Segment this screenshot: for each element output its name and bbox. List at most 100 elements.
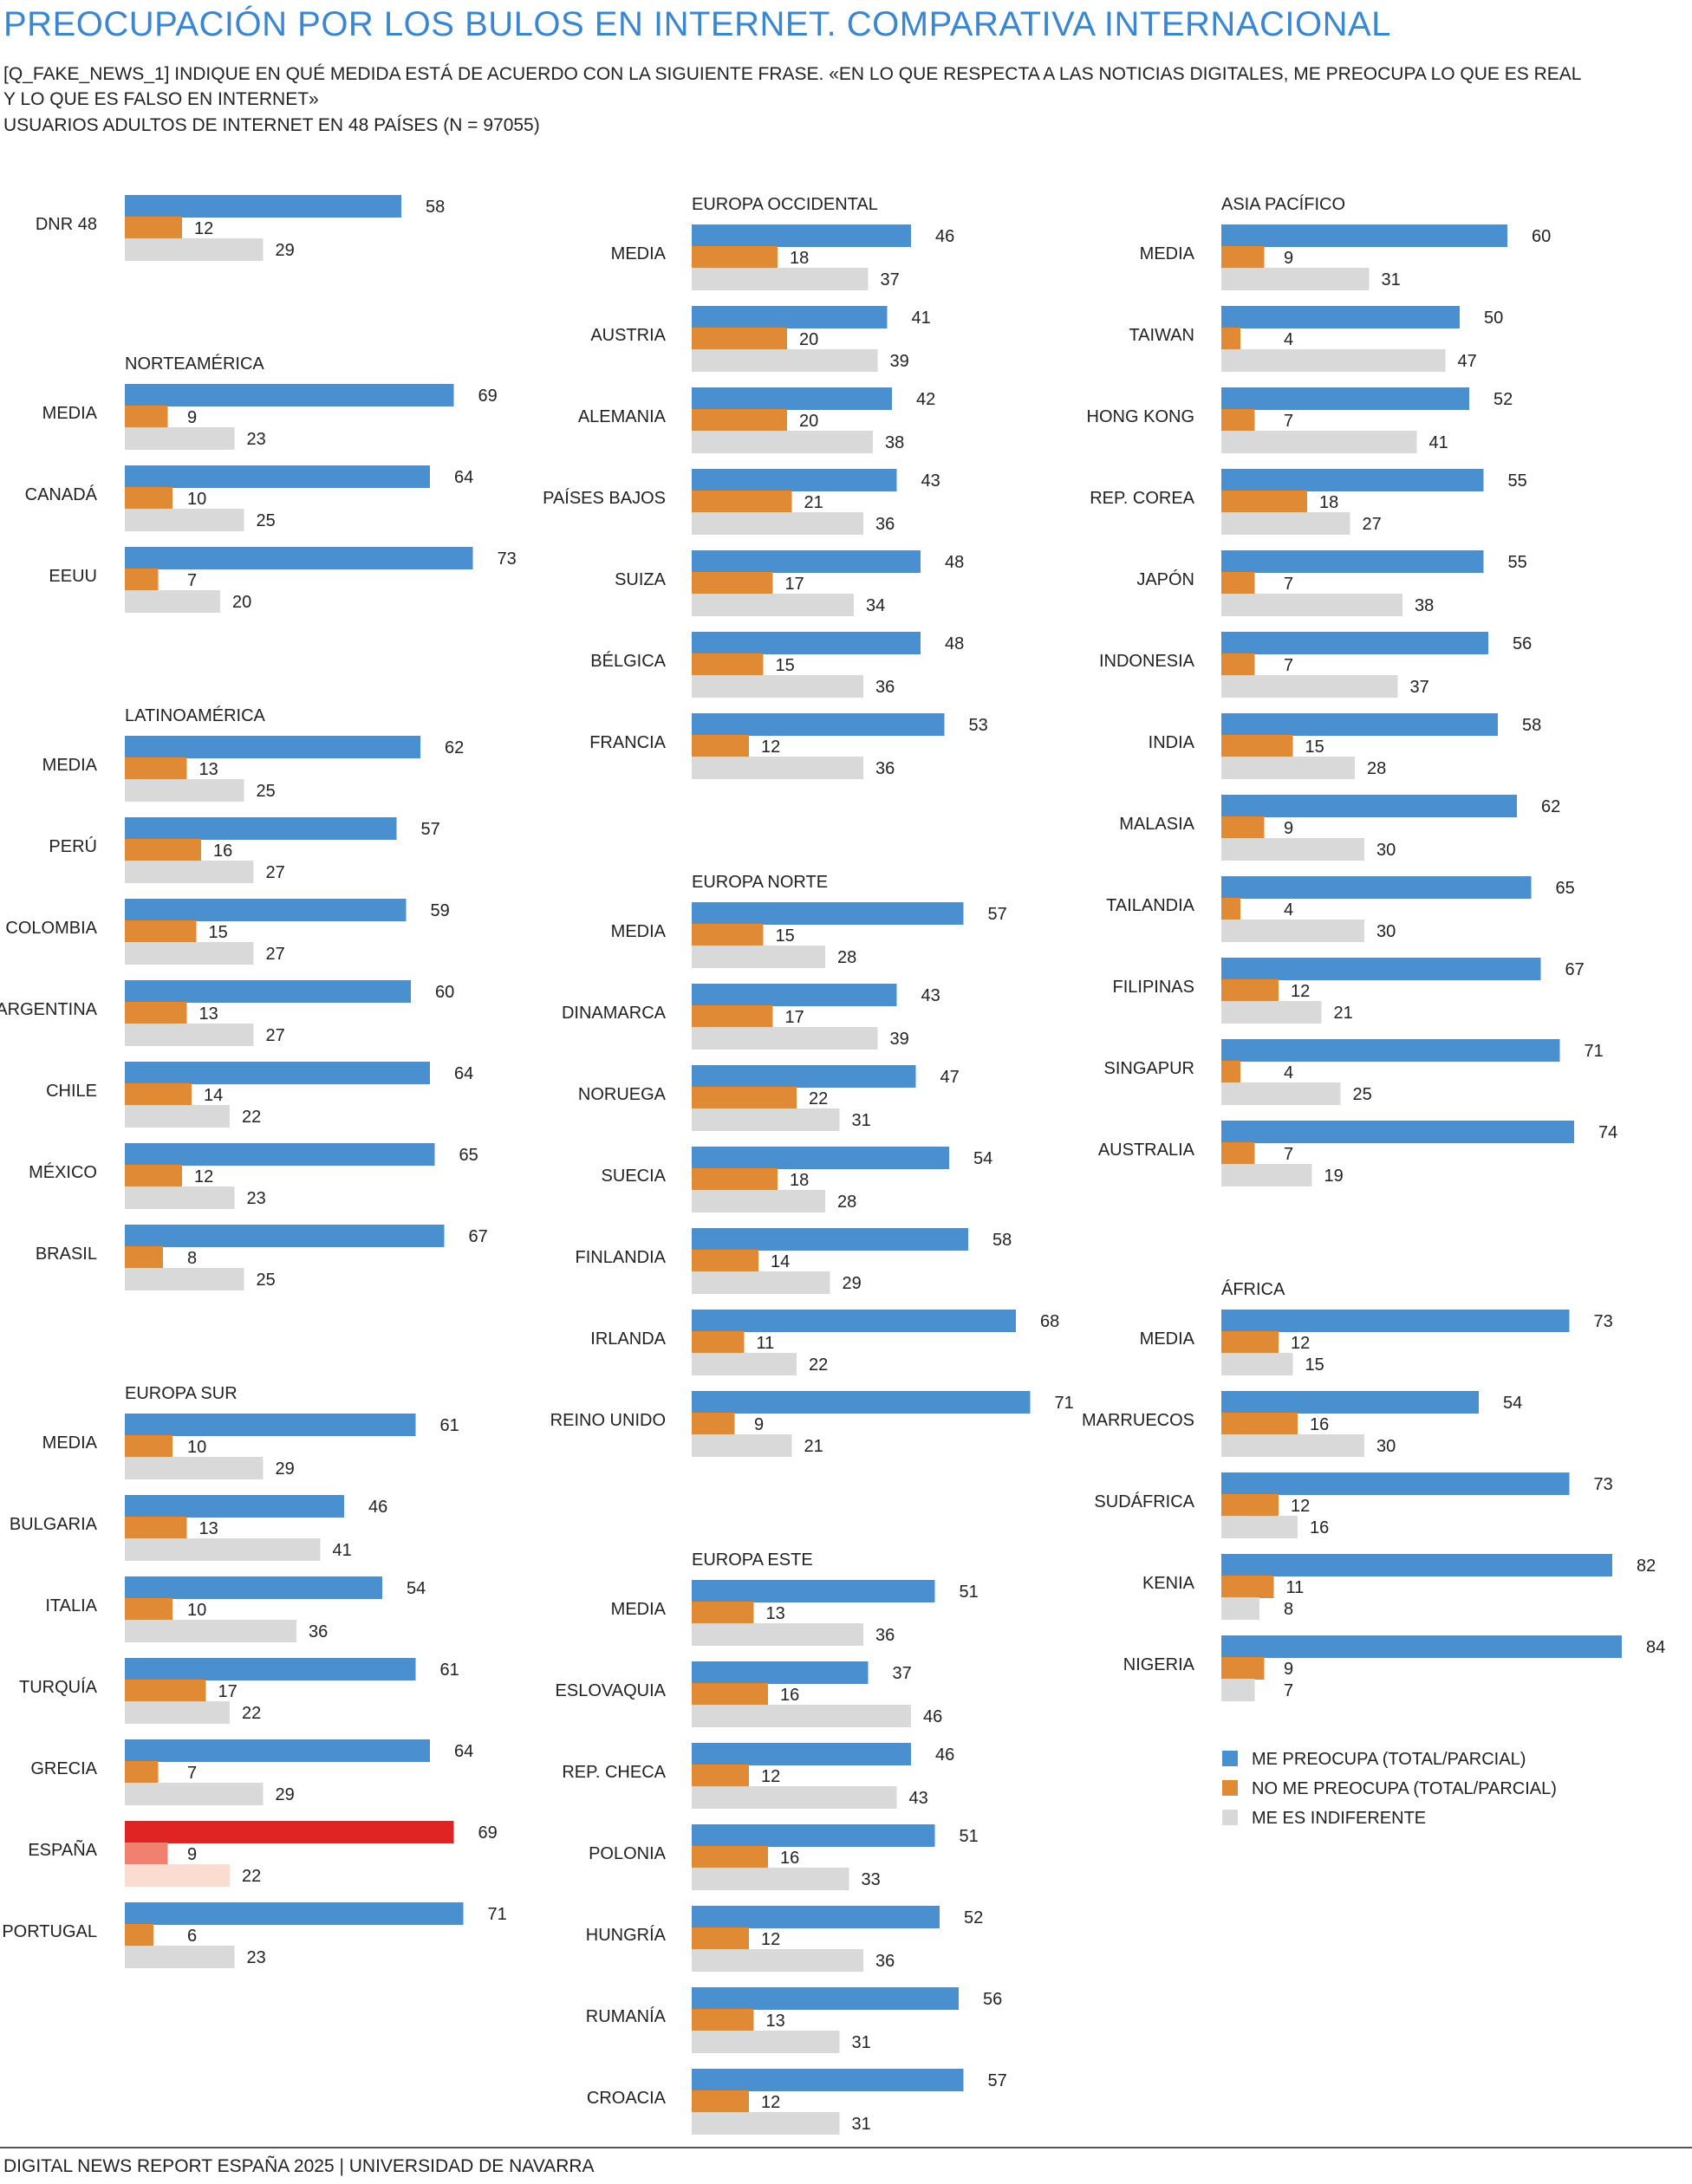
bar-not-concerned	[692, 1005, 773, 1028]
value-label-not-concerned: 7	[1284, 575, 1293, 594]
value-label-not-concerned: 20	[799, 412, 818, 431]
category-label: INDIA	[1149, 733, 1195, 752]
legend-swatch-concerned	[1222, 1751, 1238, 1766]
bar-not-concerned	[125, 1761, 159, 1784]
value-label-not-concerned: 16	[780, 1849, 799, 1868]
value-label-not-concerned: 6	[187, 1927, 197, 1946]
bar-concerned	[1221, 713, 1498, 736]
value-label-concerned: 58	[1522, 716, 1541, 735]
bar-not-concerned	[1221, 735, 1293, 757]
bar-indifferent	[692, 757, 863, 779]
bar-indifferent	[125, 1105, 230, 1128]
legend-label-concerned: ME PREOCUPA (TOTAL/PARCIAL)	[1252, 1750, 1526, 1769]
value-label-not-concerned: 13	[199, 760, 218, 779]
value-label-not-concerned: 9	[1284, 249, 1293, 268]
bar-not-concerned	[1221, 816, 1265, 839]
value-label-concerned: 51	[960, 1583, 979, 1602]
value-label-indifferent: 29	[843, 1274, 862, 1293]
category-label: RUMANÍA	[586, 2006, 667, 2026]
value-label-indifferent: 21	[1334, 1004, 1353, 1023]
value-label-indifferent: 43	[909, 1789, 928, 1808]
value-label-concerned: 65	[459, 1146, 478, 1165]
value-label-not-concerned: 4	[1284, 1063, 1293, 1082]
value-label-indifferent: 34	[866, 596, 885, 615]
value-label-not-concerned: 11	[1286, 1578, 1305, 1597]
value-label-not-concerned: 14	[771, 1252, 790, 1271]
bar-concerned	[125, 817, 397, 840]
category-label: ITALIA	[45, 1596, 97, 1615]
value-label-indifferent: 16	[1310, 1518, 1329, 1537]
bar-not-concerned	[692, 1846, 768, 1869]
value-label-not-concerned: 17	[218, 1682, 238, 1701]
bar-concerned	[1221, 1391, 1479, 1414]
category-label: BÉLGICA	[590, 651, 666, 671]
group-heading-latinoamerica: LATINOAMÉRICA	[125, 705, 266, 725]
value-label-indifferent: 22	[242, 1108, 261, 1127]
value-label-indifferent: 30	[1376, 1437, 1396, 1456]
bar-indifferent	[692, 1353, 797, 1375]
bar-concerned	[1221, 1554, 1612, 1576]
bar-concerned	[125, 1225, 445, 1247]
bar-indifferent	[1221, 1516, 1298, 1538]
value-label-not-concerned: 4	[1284, 330, 1293, 349]
bar-concerned	[125, 465, 430, 488]
category-label: FRANCIA	[589, 733, 666, 752]
category-label: GRECIA	[30, 1759, 97, 1778]
bar-concerned	[1221, 632, 1488, 654]
value-label-not-concerned: 4	[1284, 900, 1293, 920]
value-label-indifferent: 38	[885, 433, 904, 452]
value-label-indifferent: 37	[881, 270, 900, 289]
category-label: NORUEGA	[578, 1085, 667, 1104]
value-label-concerned: 59	[431, 901, 450, 920]
bar-concerned	[692, 1987, 959, 2010]
value-label-not-concerned: 12	[1291, 1497, 1310, 1516]
bar-indifferent	[1221, 268, 1370, 290]
bar-indifferent	[125, 1946, 235, 1968]
bar-indifferent	[1221, 1597, 1259, 1620]
bar-concerned	[692, 713, 945, 736]
category-label: IRLANDA	[590, 1329, 666, 1349]
value-label-concerned: 61	[440, 1661, 459, 1680]
bar-not-concerned	[692, 1331, 745, 1354]
value-label-not-concerned: 13	[766, 1604, 785, 1623]
bar-not-concerned	[692, 735, 749, 757]
bar-not-concerned	[125, 1165, 182, 1187]
category-label: TAIWAN	[1129, 326, 1194, 345]
value-label-concerned: 67	[469, 1227, 488, 1246]
value-label-indifferent: 36	[875, 515, 895, 534]
value-label-indifferent: 39	[890, 352, 909, 371]
bar-not-concerned	[692, 246, 778, 269]
bar-not-concerned	[125, 1843, 168, 1865]
bar-concerned	[125, 384, 454, 406]
value-label-indifferent: 36	[875, 759, 895, 778]
bar-indifferent	[1221, 1434, 1364, 1457]
value-label-indifferent: 23	[247, 430, 266, 449]
value-label-concerned: 62	[1541, 797, 1560, 816]
value-label-concerned: 53	[969, 716, 988, 735]
value-label-not-concerned: 17	[785, 1008, 804, 1027]
bar-not-concerned	[1221, 1413, 1298, 1435]
value-label-indifferent: 29	[276, 1459, 295, 1479]
value-label-concerned: 69	[478, 1823, 498, 1843]
value-label-indifferent: 39	[890, 1030, 909, 1049]
category-label: COLOMBIA	[5, 919, 97, 938]
bar-concerned	[692, 984, 897, 1006]
category-label: MARRUECOS	[1082, 1411, 1194, 1430]
category-label: BULGARIA	[10, 1515, 98, 1534]
bar-concerned	[692, 1228, 968, 1251]
value-label-not-concerned: 8	[187, 1249, 197, 1268]
category-label: CANADÁ	[25, 484, 98, 504]
bar-indifferent	[1221, 512, 1350, 535]
value-label-not-concerned: 21	[804, 493, 823, 512]
bar-not-concerned	[692, 2090, 749, 2113]
value-label-not-concerned: 7	[187, 1764, 197, 1783]
value-label-concerned: 42	[916, 390, 935, 409]
value-label-concerned: 46	[935, 1745, 954, 1765]
bar-not-concerned	[125, 569, 159, 591]
chart-subtitle-line-3: USUARIOS ADULTOS DE INTERNET EN 48 PAÍSE…	[3, 115, 540, 135]
bar-concerned	[125, 1576, 382, 1599]
bar-concerned	[692, 469, 897, 491]
value-label-concerned: 50	[1484, 309, 1503, 328]
value-label-not-concerned: 12	[1291, 1334, 1310, 1353]
category-label: MALASIA	[1119, 815, 1194, 834]
